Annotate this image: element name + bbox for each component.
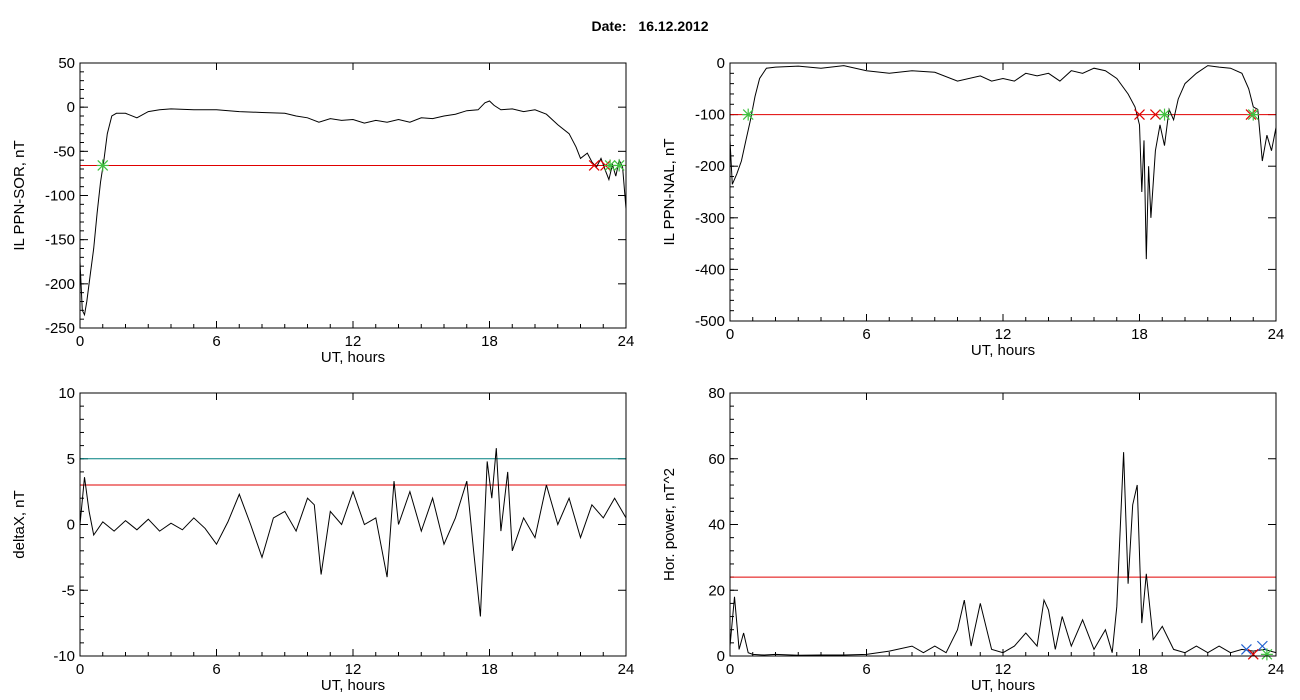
x-axis-label: UT, hours <box>321 677 385 694</box>
x-tick-label: 0 <box>726 661 734 678</box>
x-tick-label: 18 <box>481 333 498 350</box>
chart-panel-4: 0 6 12 18 24 0 20 40 60 80 UT, hours Hor. power, nT… <box>661 385 1284 694</box>
y-tick-label: 0 <box>717 648 725 665</box>
y-tick-label: -100 <box>45 188 75 205</box>
y-tick-label: -200 <box>695 158 725 175</box>
x-tick-label: 12 <box>345 661 362 678</box>
asterisk-marker <box>1158 108 1171 121</box>
asterisk-marker <box>1260 648 1273 661</box>
x-tick-label: 24 <box>1268 326 1285 343</box>
y-tick-label: 5 <box>67 451 75 468</box>
cross-marker <box>1247 648 1259 660</box>
plot-frame <box>729 392 1277 657</box>
x-tick-label: 24 <box>618 661 635 678</box>
y-axis-label: Hor. power, nT^2 <box>661 468 678 581</box>
asterisk-marker <box>742 108 755 121</box>
y-tick-label: 60 <box>708 451 725 468</box>
y-tick-label: -200 <box>45 276 75 293</box>
x-tick-label: 24 <box>618 333 635 350</box>
x-axis-label: UT, hours <box>971 677 1035 694</box>
asterisk-marker <box>1247 108 1260 121</box>
x-tick-label: 18 <box>1131 661 1148 678</box>
plot-frame <box>79 62 627 329</box>
y-tick-label: 10 <box>58 385 75 402</box>
x-tick-label: 18 <box>481 661 498 678</box>
x-tick-label: 6 <box>862 326 870 343</box>
y-tick-label: -500 <box>695 313 725 330</box>
y-tick-label: -250 <box>45 320 75 337</box>
y-axis-label: IL PPN-SOR, nT <box>11 140 28 250</box>
x-tick-label: 24 <box>1268 661 1285 678</box>
x-tick-label: 0 <box>76 661 84 678</box>
y-tick-label: 0 <box>717 55 725 72</box>
y-tick-label: 20 <box>708 582 725 599</box>
y-tick-label: -400 <box>695 261 725 278</box>
y-tick-label: 80 <box>708 385 725 402</box>
series-line <box>730 452 1276 656</box>
y-tick-label: 40 <box>708 517 725 534</box>
cross-marker <box>588 160 600 171</box>
series-line <box>730 65 1276 260</box>
cross-marker <box>1150 109 1161 121</box>
y-tick-label: 50 <box>58 55 75 72</box>
asterisk-marker <box>613 159 626 172</box>
cross-marker <box>1256 640 1268 652</box>
chart-panel-1: 0 6 12 18 24 -250 -200 -150 -100 -50 0 50 UT, hours I… <box>11 55 634 366</box>
y-tick-label: 0 <box>67 517 75 534</box>
series-line <box>80 448 626 617</box>
x-tick-label: 12 <box>995 661 1012 678</box>
x-axis-label: UT, hours <box>321 349 385 366</box>
series-line <box>80 100 626 317</box>
y-tick-label: -300 <box>695 210 725 227</box>
x-axis-label: UT, hours <box>971 342 1035 359</box>
y-tick-label: -50 <box>53 143 75 160</box>
y-tick-label: -5 <box>62 582 75 599</box>
x-tick-label: 0 <box>726 326 734 343</box>
y-axis-label: deltaX, nT <box>11 490 28 558</box>
y-tick-label: -150 <box>45 232 75 249</box>
date-value: 16.12.2012 <box>638 18 709 34</box>
x-tick-label: 6 <box>212 661 220 678</box>
x-tick-label: 6 <box>212 333 220 350</box>
y-axis-label: IL PPN-NAL, nT <box>661 139 678 246</box>
x-tick-label: 18 <box>1131 326 1148 343</box>
x-tick-label: 6 <box>862 661 870 678</box>
x-tick-label: 12 <box>995 326 1012 343</box>
chart-date-title: Date: 16.12.2012 <box>0 18 1300 34</box>
plot-frame <box>729 62 1277 322</box>
chart-panel-2: 0 6 12 18 24 -500 -400 -300 -200 -100 0 UT, hours IL… <box>661 55 1284 359</box>
y-tick-label: 0 <box>67 99 75 116</box>
x-tick-label: 0 <box>76 333 84 350</box>
chart-panel-3: 0 6 12 18 24 -10 -5 0 5 10 UT, hours deltaX, nT <box>11 385 634 694</box>
asterisk-marker <box>96 159 109 172</box>
date-label: Date: <box>591 18 627 34</box>
y-tick-label: -100 <box>695 107 725 124</box>
cross-marker <box>1134 109 1145 121</box>
cross-marker <box>1241 644 1252 655</box>
x-tick-label: 12 <box>345 333 362 350</box>
plot-frame <box>79 392 627 657</box>
y-tick-label: -10 <box>53 648 75 665</box>
